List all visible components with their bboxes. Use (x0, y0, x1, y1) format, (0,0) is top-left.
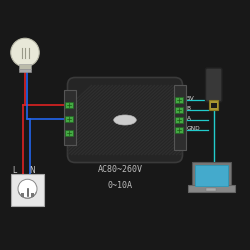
Bar (21, 193, 24, 197)
FancyBboxPatch shape (206, 68, 222, 102)
Bar (65, 116, 73, 122)
Bar (175, 127, 183, 133)
Bar (174, 85, 186, 150)
Text: AC80~260V: AC80~260V (98, 166, 142, 174)
Bar (206, 188, 216, 190)
Bar (175, 107, 183, 113)
Circle shape (18, 179, 37, 198)
Bar (19, 64, 31, 69)
Text: B: B (187, 106, 191, 111)
Bar (31, 193, 34, 197)
Bar (211, 103, 217, 108)
Text: A: A (187, 116, 191, 121)
Ellipse shape (114, 115, 136, 125)
Text: 0~10A: 0~10A (108, 180, 132, 190)
Bar (65, 130, 73, 136)
Text: N: N (29, 166, 35, 175)
Text: L: L (12, 166, 16, 175)
Bar (195, 165, 228, 186)
Bar (11, 174, 44, 206)
Bar (65, 102, 73, 108)
FancyBboxPatch shape (68, 78, 182, 162)
Bar (19, 68, 31, 72)
Text: GND: GND (187, 126, 200, 131)
FancyBboxPatch shape (188, 185, 234, 192)
Bar (209, 100, 218, 110)
Circle shape (11, 38, 39, 67)
Bar (64, 90, 76, 145)
Text: 5V: 5V (187, 96, 194, 101)
FancyBboxPatch shape (192, 162, 231, 188)
Bar (175, 97, 183, 103)
Bar (175, 117, 183, 123)
